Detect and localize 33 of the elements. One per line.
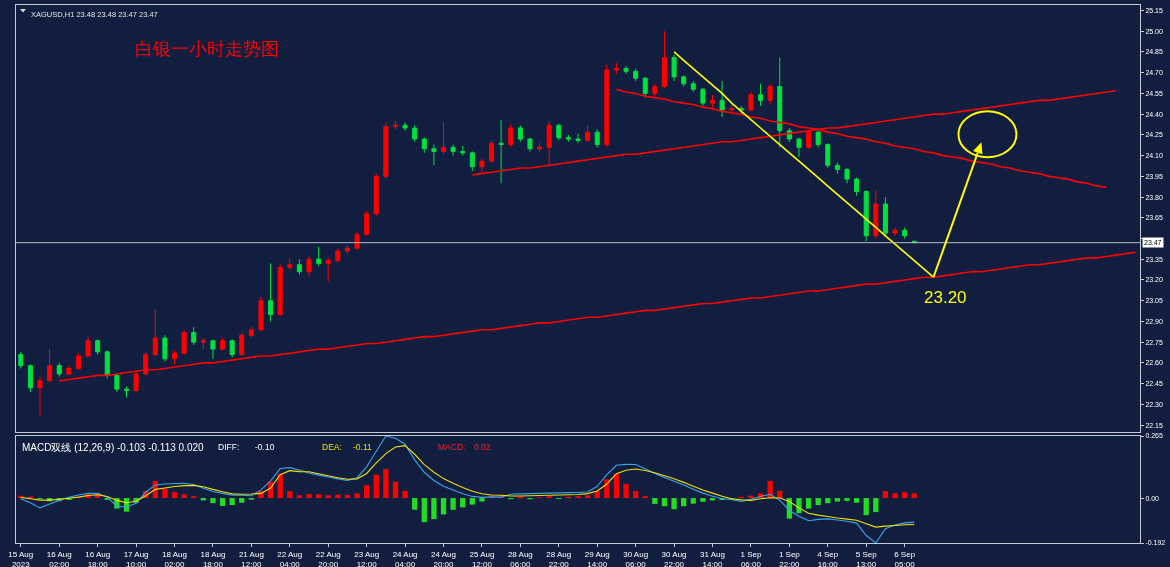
x-tick-label: 31 Aug 14:00 bbox=[700, 549, 725, 567]
annotation: 23.20 bbox=[924, 288, 967, 307]
x-tick-label: 21 Aug 12:00 bbox=[238, 549, 264, 567]
x-tick-label: 17 Aug 10:00 bbox=[123, 549, 149, 567]
x-tick-label: 24 Aug 20:00 bbox=[431, 549, 456, 567]
x-tick-label: 22 Aug 04:00 bbox=[277, 549, 303, 567]
annotation: DIFF: bbox=[218, 442, 240, 452]
x-tick-label: 6 Sep 05:00 bbox=[894, 549, 916, 567]
annotation: 0.02 bbox=[474, 442, 491, 452]
x-tick-label: 30 Aug 22:00 bbox=[661, 549, 687, 567]
annotation: -0.11 bbox=[353, 442, 373, 452]
x-tick-label: 28 Aug 06:00 bbox=[507, 549, 533, 567]
x-tick-label: 22 Aug 20:00 bbox=[315, 549, 341, 567]
annotation: MACD双线 (12,26,9) -0.103 -0.113 0.020 bbox=[22, 442, 205, 453]
x-tick-label: 18 Aug 18:00 bbox=[200, 549, 226, 567]
x-tick-label: 23 Aug 12:00 bbox=[354, 549, 380, 567]
x-tick-label: 1 Sep 22:00 bbox=[778, 549, 801, 567]
annotation: DEA: bbox=[322, 442, 342, 452]
x-tick-label: 24 Aug 04:00 bbox=[392, 549, 418, 567]
x-tick-label: 5 Sep 13:00 bbox=[855, 549, 878, 567]
x-tick-label: 16 Aug 18:00 bbox=[85, 549, 111, 567]
x-tick-label: 30 Aug 06:00 bbox=[623, 549, 649, 567]
x-tick-label: 1 Sep 06:00 bbox=[740, 549, 762, 567]
x-tick-label: 29 Aug 14:00 bbox=[584, 549, 610, 567]
annotation: MACD: bbox=[438, 442, 466, 452]
x-tick-label: 25 Aug 12:00 bbox=[469, 549, 495, 567]
x-tick-label: 4 Sep 16:00 bbox=[817, 549, 839, 567]
x-tick-label: 16 Aug 02:00 bbox=[46, 549, 72, 567]
annotation: -0.10 bbox=[255, 442, 275, 452]
x-tick-label: 18 Aug 02:00 bbox=[162, 549, 187, 567]
x-tick-label: 28 Aug 22:00 bbox=[546, 549, 572, 567]
x-tick-label: 15 Aug 2023 bbox=[8, 549, 34, 567]
text: 白银一小时走势图 bbox=[135, 38, 279, 59]
